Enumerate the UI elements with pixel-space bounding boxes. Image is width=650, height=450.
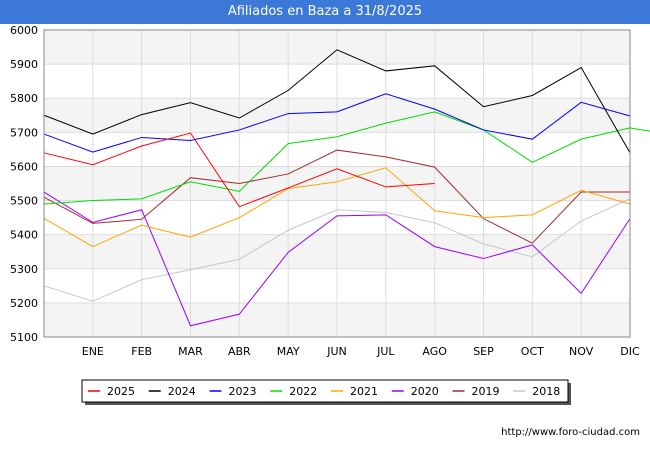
legend-label-2020: 2020 <box>411 385 439 398</box>
y-tick-label: 5900 <box>10 58 38 71</box>
y-tick-label: 5100 <box>10 331 38 344</box>
legend-box <box>81 379 569 403</box>
legend-label-2024: 2024 <box>168 385 196 398</box>
series-line-2018 <box>43 198 631 302</box>
series-line-2021 <box>43 167 631 248</box>
y-tick-label: 5400 <box>10 229 38 242</box>
legend-label-2018: 2018 <box>532 385 560 398</box>
y-tick-label: 5800 <box>10 92 38 105</box>
legend-label-2022: 2022 <box>289 385 317 398</box>
series-line-2019 <box>43 149 630 244</box>
footer-url[interactable]: http://www.foro-ciudad.com <box>501 427 640 438</box>
chart-title: Afiliados en Baza a 31/8/2025 <box>0 0 650 24</box>
x-tick-label: JUL <box>376 345 395 358</box>
series-line-2020 <box>43 191 631 327</box>
legend-label-2023: 2023 <box>229 385 257 398</box>
y-tick-label: 5300 <box>10 263 38 276</box>
y-tick-label: 5500 <box>10 195 38 208</box>
x-tick-label: SEP <box>473 345 494 358</box>
x-tick-label: OCT <box>521 345 544 358</box>
plot-frame <box>43 29 631 338</box>
x-tick-label: DIC <box>620 345 640 358</box>
x-axis-ticks: ENE FEB MAR ABR MAY JUN JUL AGO SEP OCT NOV DIC <box>82 345 640 358</box>
series-lines <box>43 49 650 327</box>
series-line-2022 <box>43 111 650 205</box>
y-tick-label: 6000 <box>10 24 38 37</box>
legend-label-2021: 2021 <box>350 385 378 398</box>
series-line-2025 <box>43 132 435 208</box>
legend: 2025 2024 2023 2022 2021 2020 2019 2018 <box>81 379 571 405</box>
series-line-2023 <box>43 93 631 153</box>
x-tick-label: NOV <box>569 345 594 358</box>
y-tick-label: 5700 <box>10 126 38 139</box>
legend-label-2025: 2025 <box>107 385 135 398</box>
x-tick-label: ABR <box>228 345 251 358</box>
y-tick-label: 5600 <box>10 160 38 173</box>
y-axis-ticks: 5100 5200 5300 5400 5500 5600 5700 5800 5900 6000 <box>10 24 38 344</box>
legend-label-2019: 2019 <box>472 385 500 398</box>
y-tick-label: 5200 <box>10 297 38 310</box>
x-tick-label: ENE <box>82 345 104 358</box>
series-line-2024 <box>43 49 631 154</box>
x-tick-label: JUN <box>326 345 347 358</box>
x-tick-label: MAR <box>178 345 203 358</box>
x-tick-label: AGO <box>422 345 447 358</box>
x-tick-label: FEB <box>131 345 152 358</box>
x-tick-label: MAY <box>277 345 300 358</box>
